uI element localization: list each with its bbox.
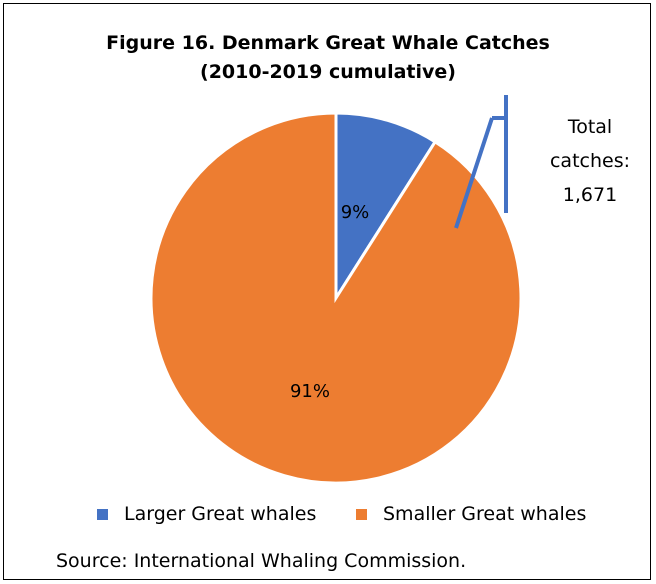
- annotation-line-3: 1,671: [562, 184, 618, 206]
- chart-title: Figure 16. Denmark Great Whale Catches: [106, 32, 550, 54]
- pie-slice-larger: [334, 111, 438, 304]
- total-catches-annotation: Total catches: 1,671: [548, 110, 632, 212]
- legend-label-smaller: Smaller Great whales: [383, 503, 587, 525]
- legend: Larger Great whales Smaller Great whales: [0, 503, 656, 531]
- legend-item-larger: Larger Great whales: [97, 503, 316, 525]
- legend-swatch-smaller: [356, 508, 367, 520]
- data-label-larger: 9%: [341, 202, 370, 223]
- data-label-smaller: 91%: [290, 381, 330, 402]
- annotation-line-2: catches:: [549, 150, 631, 172]
- annotation-line-1: Total: [567, 116, 613, 138]
- pie-slice-smaller: [149, 111, 523, 485]
- legend-swatch-larger: [97, 508, 108, 520]
- source-note: Source: International Whaling Commission…: [56, 550, 467, 572]
- legend-item-smaller: Smaller Great whales: [356, 503, 586, 525]
- chart-frame: [3, 3, 651, 580]
- legend-label-larger: Larger Great whales: [124, 503, 317, 525]
- callout-leader-line: [454, 117, 494, 229]
- chart-subtitle: (2010-2019 cumulative): [200, 61, 456, 83]
